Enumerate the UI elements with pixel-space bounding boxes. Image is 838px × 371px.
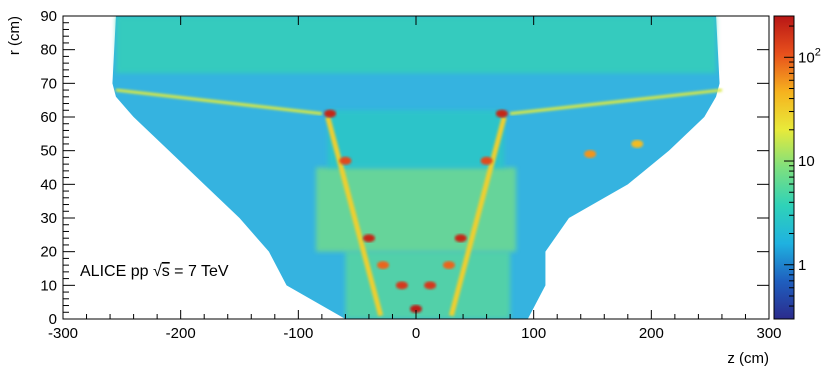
y-tick-label: 20 [40, 244, 57, 261]
hot-spot-12 [631, 139, 644, 148]
hot-spot-9 [377, 261, 390, 270]
colorbar-scale [773, 15, 795, 320]
hot-spot-5 [454, 234, 467, 243]
annotation-suffix: = 7 TeV [170, 263, 229, 280]
y-tick-label: 70 [40, 75, 57, 92]
sqrt-argument: s [162, 263, 170, 280]
hot-spot-11 [584, 150, 597, 159]
x-tick-label: 200 [639, 325, 664, 342]
y-tick-label: 30 [40, 210, 57, 227]
x-tick-label: 300 [756, 325, 781, 342]
hot-spot-6 [395, 281, 408, 290]
density-band-3 [327, 110, 505, 168]
hot-spot-3 [480, 156, 493, 165]
density-band-0 [115, 16, 717, 74]
y-tick-label: 60 [40, 109, 57, 126]
heatmap-layer [112, 16, 723, 319]
hot-spot-8 [410, 304, 422, 313]
annotation-prefix: ALICE pp [80, 263, 153, 280]
cone-line-1 [448, 116, 507, 317]
hot-spot-10 [442, 261, 455, 270]
x-axis: -300 -200 -100 0 100 200 300 [48, 16, 782, 342]
y-tick-label: 10 [40, 277, 57, 294]
y-tick-label: 50 [40, 143, 57, 160]
x-tick-label: -100 [283, 325, 313, 342]
colorbar-label: 10 [798, 153, 815, 170]
cone-line-0 [325, 116, 384, 317]
x-axis-title: z (cm) [727, 350, 769, 367]
slanted-line-0 [115, 88, 323, 116]
y-axis-title: r (cm) [6, 16, 23, 55]
experiment-annotation: ALICE pp √s = 7 TeV [80, 263, 229, 280]
colorbar: 1 10 102 [773, 15, 821, 320]
x-tick-label: -300 [48, 325, 78, 342]
x-tick-label: 100 [521, 325, 546, 342]
colorbar-label: 1 [798, 257, 806, 274]
hot-spot-7 [424, 281, 437, 290]
y-tick-label: 80 [40, 42, 57, 59]
x-tick-label: -200 [166, 325, 196, 342]
hot-spot-0 [324, 109, 337, 118]
slanted-line-1 [509, 88, 723, 116]
y-axis: 0 10 20 30 40 50 60 70 80 90 [40, 8, 769, 328]
sqrt-symbol: √ [153, 263, 162, 280]
hot-spot-2 [339, 156, 352, 165]
colorbar-label: 102 [798, 46, 821, 66]
y-tick-label: 90 [40, 8, 57, 25]
y-tick-label: 0 [49, 311, 57, 328]
hot-spot-1 [495, 109, 508, 118]
x-tick-label: 0 [412, 325, 420, 342]
hot-spot-4 [362, 234, 375, 243]
y-tick-label: 40 [40, 176, 57, 193]
